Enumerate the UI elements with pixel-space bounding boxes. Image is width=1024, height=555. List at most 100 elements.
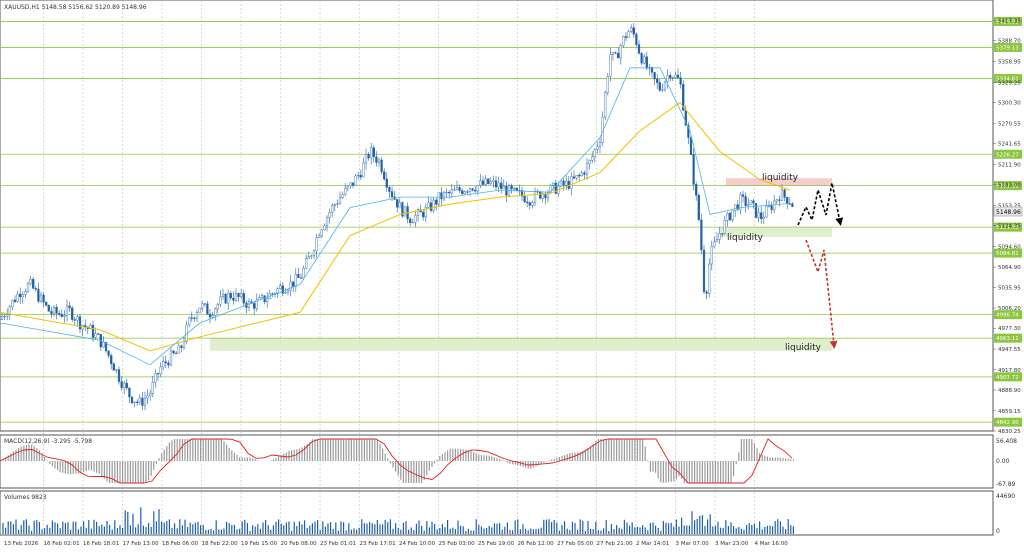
price-axis: 5417.35 5388.70 5358.95 5329.25 5300.30 5270.… — [993, 19, 1021, 435]
candle-body — [388, 187, 391, 192]
candle-body — [552, 182, 555, 186]
candle-body — [627, 31, 630, 38]
candle-body — [94, 333, 97, 338]
candle-body — [546, 192, 550, 199]
candle-body — [653, 72, 656, 80]
candle-body — [76, 316, 79, 321]
candle-body — [487, 178, 490, 184]
candle-body — [466, 191, 469, 193]
y-tick-label: 5124.35 — [998, 223, 1021, 229]
y-tick-label: 5329.25 — [998, 80, 1021, 86]
candle-body — [749, 200, 752, 205]
level-tag-label: 4907.72 — [996, 375, 1019, 381]
macd-scale-mid: 0.00 — [996, 458, 1010, 465]
candle-body — [172, 350, 175, 354]
candle-body — [702, 249, 706, 292]
candle-body — [141, 397, 144, 406]
candle-body — [45, 301, 48, 306]
candle-body — [281, 285, 284, 294]
candle-body — [175, 352, 178, 355]
candle-body — [130, 396, 134, 404]
x-tick-label: 4 Mar 16:00 — [755, 541, 789, 547]
x-tick-label: 16 Feb 18:01 — [83, 541, 119, 547]
x-tick-label: 13 Feb 2026 — [4, 541, 39, 547]
candle-body — [227, 293, 230, 304]
candle-body — [21, 294, 24, 298]
liquidity-label-bottom: liquidity — [785, 343, 822, 353]
candle-body — [338, 197, 342, 204]
volumes-indicator — [2, 507, 795, 534]
level-tag-label: 4842.90 — [996, 420, 1019, 426]
macd-pane-frame — [0, 434, 994, 489]
candle-body — [312, 250, 316, 256]
candle-body — [55, 307, 58, 314]
candle-body — [604, 92, 607, 118]
y-tick-label: 5183.00 — [998, 182, 1021, 188]
candle-body — [674, 74, 677, 78]
candle-body — [39, 294, 43, 302]
candle-body — [224, 293, 227, 304]
level-tag-label: 4996.74 — [996, 313, 1019, 319]
candle-body — [180, 345, 183, 349]
candle-body — [658, 82, 661, 91]
candle-body — [544, 193, 547, 199]
candle-body — [502, 185, 505, 189]
candle-body — [614, 52, 617, 54]
candle-body — [435, 199, 438, 205]
liquidity-zone — [726, 178, 832, 186]
macd-scale-bottom: -67.89 — [996, 481, 1016, 488]
candle-body — [68, 305, 71, 309]
candle-body — [630, 27, 633, 32]
y-tick-label: 4859.15 — [998, 409, 1021, 415]
y-tick-label: 4977.30 — [998, 326, 1021, 332]
candle-body — [6, 314, 9, 317]
candle-body — [689, 137, 693, 155]
candle-body — [591, 156, 594, 161]
volumes-scale-bottom: 0 — [996, 528, 1000, 535]
moving-averages — [0, 67, 791, 366]
candle-body — [754, 203, 758, 218]
candle-body — [458, 187, 461, 191]
candle-body — [188, 317, 191, 326]
candle-body — [726, 213, 729, 221]
level-tag — [994, 74, 1022, 84]
candle-body — [752, 200, 755, 204]
candle-body — [500, 182, 503, 189]
candle-body — [58, 313, 61, 315]
candle-body — [679, 77, 682, 85]
macd-signal-line — [0, 438, 793, 484]
candle-body — [786, 197, 789, 204]
candle-body — [403, 206, 407, 217]
y-tick-label: 4830.25 — [998, 429, 1021, 435]
candle-body — [219, 296, 222, 305]
candle-body — [237, 293, 240, 298]
x-tick-label: 25 Feb 03:00 — [439, 541, 476, 547]
candle-body — [429, 202, 433, 211]
y-tick-label: 5035.95 — [998, 285, 1021, 291]
level-tag-label: 5226.27 — [996, 152, 1019, 158]
level-tag — [994, 248, 1022, 258]
candle-body — [333, 204, 336, 207]
candle-body — [159, 366, 162, 375]
candle-body — [383, 171, 386, 180]
candle-body — [232, 297, 235, 301]
candle-body — [723, 220, 726, 234]
candle-body — [567, 180, 570, 189]
horizontal-levels[interactable]: 5416.33 5379.13 5334.61 5226.27 5181.38 5121.… — [0, 16, 1022, 427]
candle-body — [757, 212, 760, 218]
candle-body — [432, 199, 435, 211]
level-tag-label: 5416.33 — [996, 19, 1019, 25]
y-tick-label: 4917.80 — [998, 368, 1021, 374]
candle-body — [11, 299, 14, 307]
candle-body — [632, 27, 635, 35]
candle-body — [65, 305, 69, 316]
level-tag — [994, 333, 1022, 343]
candle-body — [29, 278, 32, 284]
candle-body — [26, 283, 30, 292]
candle-body — [791, 203, 794, 208]
candle-body — [169, 350, 173, 366]
candle-body — [385, 178, 388, 188]
candle-body — [52, 307, 56, 314]
